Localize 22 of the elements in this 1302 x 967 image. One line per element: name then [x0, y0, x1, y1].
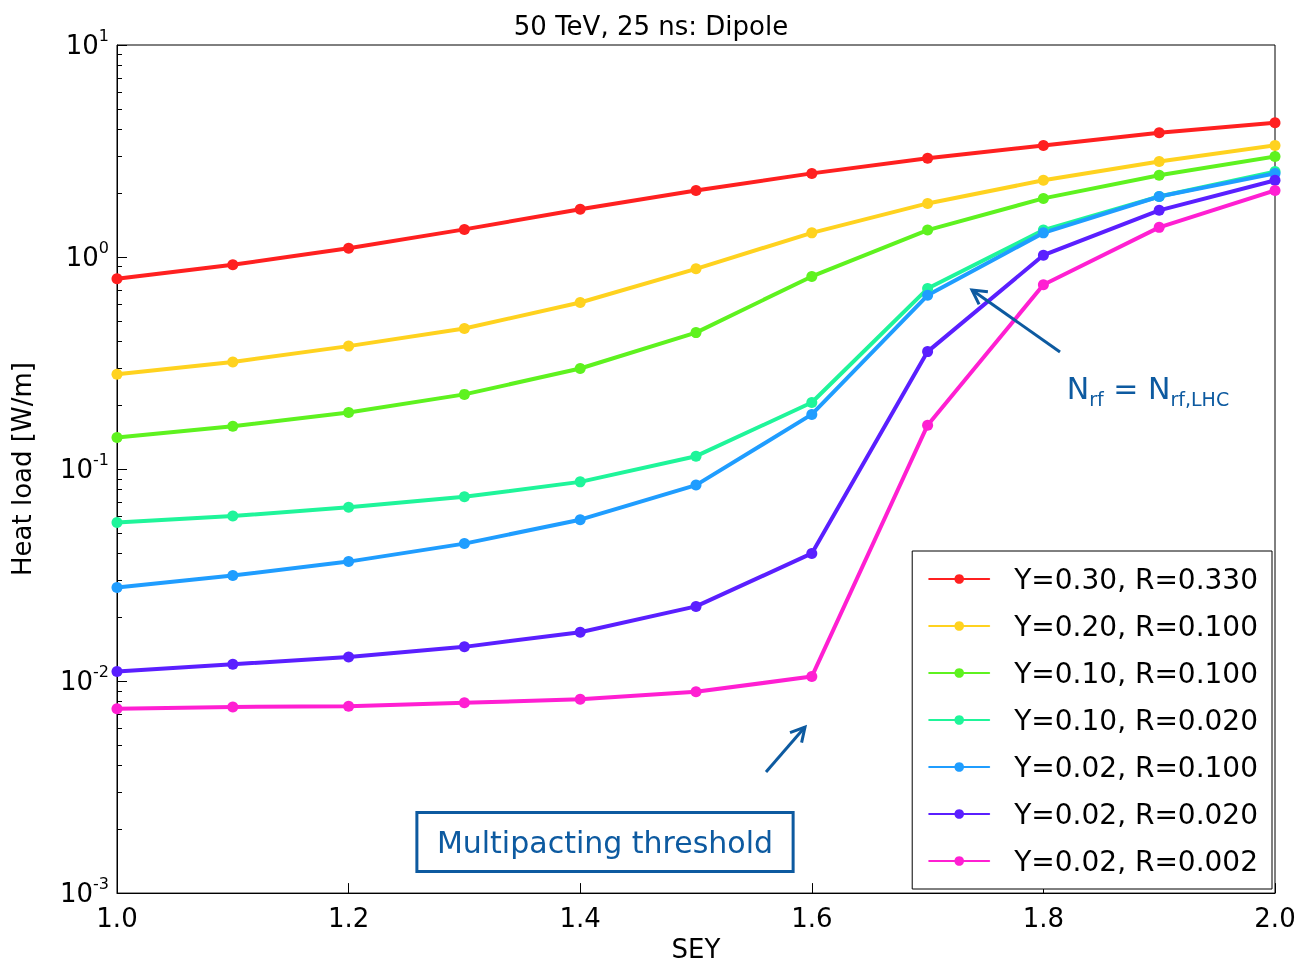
y-tick-label: 10$^{-1}$ — [59, 450, 109, 485]
x-axis-title: SEY — [671, 934, 721, 964]
x-tick-label: 1.2 — [327, 903, 370, 934]
y-tick-label: 10$^{0}$ — [65, 238, 109, 273]
chart-title: 50 TeV, 25 ns: Dipole — [513, 11, 789, 41]
x-tick-label: 2.0 — [1254, 903, 1296, 934]
legend-label: Y=0.10, R=0.020 — [1013, 703, 1259, 737]
annotation: N$_{rf}$ = N$_{rf,LHC}$ — [1066, 370, 1230, 410]
y-tick-label: 10$^{-2}$ — [59, 662, 109, 697]
x-tick-label: 1.8 — [1022, 903, 1065, 934]
annotation: Multipacting threshold — [436, 824, 774, 860]
x-tick-label: 1.0 — [96, 903, 138, 934]
legend-label: Y=0.10, R=0.100 — [1013, 656, 1259, 690]
legend-label: Y=0.02, R=0.020 — [1013, 797, 1259, 831]
legend-label: Y=0.02, R=0.002 — [1013, 844, 1259, 878]
legend-label: Y=0.02, R=0.100 — [1013, 750, 1259, 784]
legend-label: Y=0.20, R=0.100 — [1013, 609, 1259, 643]
x-tick-label: 1.4 — [559, 903, 601, 934]
y-axis-title: Heat load [W/m] — [7, 362, 37, 576]
y-tick-label: 10$^{1}$ — [65, 26, 109, 60]
x-tick-label: 1.6 — [791, 903, 833, 934]
legend-label: Y=0.30, R=0.330 — [1013, 562, 1259, 596]
